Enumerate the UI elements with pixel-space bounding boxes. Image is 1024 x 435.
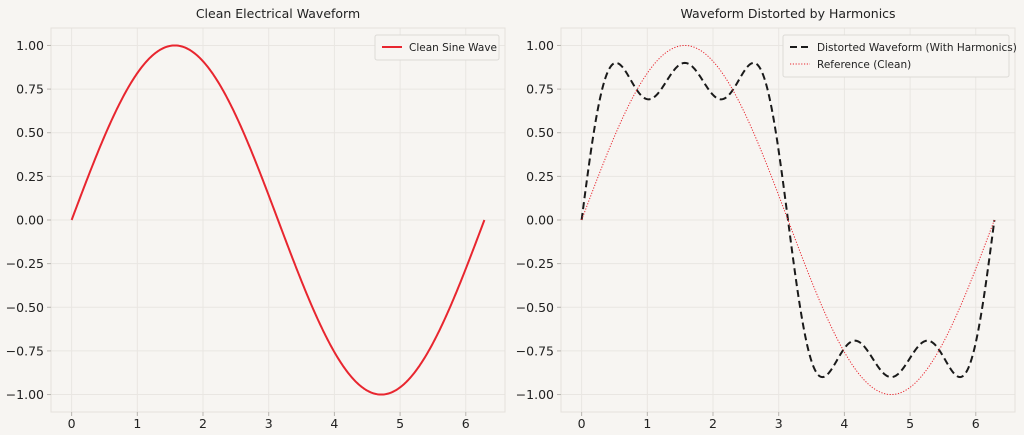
y-tick-label: −1.00 — [516, 387, 554, 402]
x-tick-label: 4 — [840, 416, 848, 431]
y-tick-label: −0.75 — [6, 343, 44, 358]
legend: Clean Sine Wave — [374, 34, 500, 61]
y-tick-label: −0.50 — [516, 300, 554, 315]
y-tick-label: 0.75 — [526, 82, 554, 97]
x-tick-label: 2 — [709, 416, 717, 431]
grid — [561, 28, 1015, 412]
left-chart-title: Clean Electrical Waveform — [196, 6, 360, 21]
y-tick-label: 0.50 — [16, 125, 44, 140]
legend-label: Clean Sine Wave — [409, 42, 497, 54]
y-tick-label: −0.25 — [6, 256, 44, 271]
x-tick-label: 5 — [906, 416, 914, 431]
right-chart-title: Waveform Distorted by Harmonics — [680, 6, 895, 21]
x-tick-label: 4 — [330, 416, 338, 431]
x-tick-label: 0 — [68, 416, 76, 431]
y-tick-label: 1.00 — [526, 38, 554, 53]
y-tick-label: 0.25 — [526, 169, 554, 184]
x-tick-label: 6 — [462, 416, 470, 431]
x-tick-label: 5 — [396, 416, 404, 431]
legend-box — [374, 34, 500, 61]
x-tick-label: 2 — [199, 416, 207, 431]
x-tick-label: 0 — [578, 416, 586, 431]
y-tick-label: −0.25 — [516, 256, 554, 271]
series-line-distorted-waveform-with-harmonics — [580, 61, 996, 379]
left-chart-panel: Clean Electrical Waveform 0 1 2 3 4 5 6 −1.00 −0… — [6, 6, 506, 431]
legend-box — [782, 34, 1010, 78]
x-tick-label: 1 — [643, 416, 651, 431]
y-tick-label: 0.00 — [16, 213, 44, 228]
y-tick-label: −0.50 — [6, 300, 44, 315]
y-tick-label: 0.75 — [16, 82, 44, 97]
legend-label: Reference (Clean) — [817, 59, 911, 71]
y-tick-label: 1.00 — [16, 38, 44, 53]
x-tick-label: 3 — [775, 416, 783, 431]
right-chart-panel: Waveform Distorted by Harmonics 0 1 2 3 4 5 6 −… — [516, 6, 1017, 431]
y-tick-label: −0.75 — [516, 343, 554, 358]
y-tick-label: −1.00 — [6, 387, 44, 402]
y-tick-label: 0.00 — [526, 213, 554, 228]
x-tick-label: 3 — [265, 416, 273, 431]
series-line-clean-sine-wave — [70, 44, 486, 396]
x-tick-label: 1 — [133, 416, 141, 431]
grid — [51, 28, 505, 412]
y-tick-label: 0.50 — [526, 125, 554, 140]
legend-label: Distorted Waveform (With Harmonics) — [817, 42, 1017, 54]
legend: Distorted Waveform (With Harmonics) Refer… — [782, 34, 1017, 78]
x-tick-label: 6 — [972, 416, 980, 431]
y-tick-label: 0.25 — [16, 169, 44, 184]
